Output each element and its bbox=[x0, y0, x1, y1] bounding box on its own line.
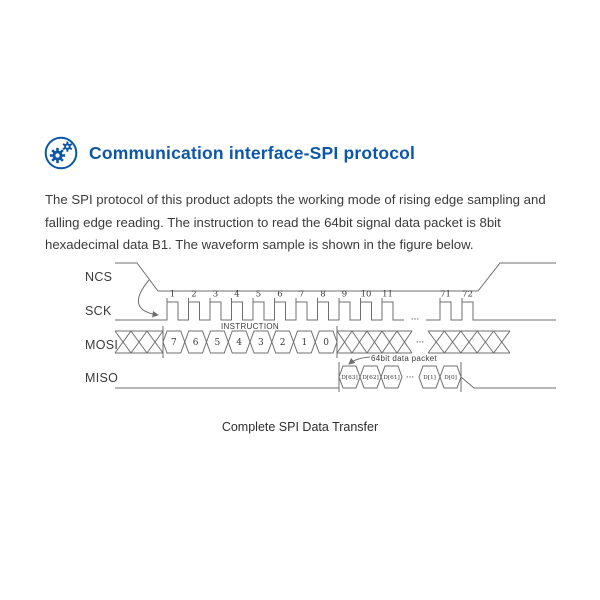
mosi-bit-label: 1 bbox=[302, 338, 308, 348]
ncs-waveform bbox=[115, 262, 556, 292]
miso-bit-label: D[63] bbox=[341, 375, 358, 381]
sck-pulse-number: 3 bbox=[213, 290, 218, 300]
mosi-dontcare bbox=[114, 330, 164, 354]
sck-pulse-number: 9 bbox=[342, 290, 347, 300]
sck-gap-ellipsis: ··· bbox=[411, 315, 420, 325]
signal-label-mosi: MOSI bbox=[85, 338, 118, 352]
sck-pulse-number: 4 bbox=[234, 290, 239, 300]
sck-pulse-number: 8 bbox=[320, 290, 325, 300]
section-header: Communication interface-SPI protocol bbox=[44, 136, 415, 170]
signal-label-ncs: NCS bbox=[85, 270, 112, 284]
spi-timing-figure: NCS SCK MOSI MISO ··· 1 2 3 4 5 6 7 8 9 10 11 71 72 7 6 5 4 3 2… bbox=[0, 250, 600, 434]
signal-label-miso: MISO bbox=[85, 371, 118, 385]
falling-edge-arrow bbox=[138, 279, 159, 318]
sck-pulse-number: 2 bbox=[191, 290, 196, 300]
packet-label: 64bit data packet bbox=[371, 354, 438, 363]
page-title: Communication interface-SPI protocol bbox=[89, 142, 416, 163]
sck-pulse-number: 72 bbox=[462, 290, 473, 300]
mosi-gap-ellipsis: ··· bbox=[416, 338, 425, 348]
signal-label-sck: SCK bbox=[85, 304, 112, 318]
sck-waveform-left bbox=[115, 301, 404, 321]
mosi-bit-label: 6 bbox=[193, 338, 199, 348]
mosi-bit-label: 4 bbox=[236, 338, 242, 348]
mosi-bit-label: 7 bbox=[171, 338, 177, 348]
miso-idle-line bbox=[460, 376, 556, 389]
mosi-bit-label: 5 bbox=[215, 338, 221, 348]
intro-paragraph: The SPI protocol of this product adopts … bbox=[45, 192, 546, 253]
sck-pulse-number: 7 bbox=[299, 290, 304, 300]
miso-bit-label: D[0] bbox=[444, 375, 457, 381]
miso-bit-cell bbox=[380, 365, 403, 389]
miso-bit-label: D[61] bbox=[383, 375, 400, 381]
mosi-dontcare bbox=[336, 330, 413, 354]
sck-pulse-number: 1 bbox=[170, 290, 175, 300]
sck-waveform-right bbox=[426, 301, 556, 321]
sck-pulse-number: 10 bbox=[361, 290, 372, 300]
instruction-label: INSTRUCTION bbox=[221, 322, 279, 331]
miso-bit-label: D[62] bbox=[362, 375, 379, 381]
mosi-bit-label: 0 bbox=[323, 338, 329, 348]
sck-pulse-number: 5 bbox=[256, 290, 261, 300]
mosi-bit-label: 3 bbox=[258, 338, 264, 348]
mosi-bit-label: 2 bbox=[280, 338, 286, 348]
sck-pulse-number: 11 bbox=[382, 290, 393, 300]
sck-pulse-number: 71 bbox=[440, 290, 451, 300]
packet-arrow bbox=[348, 356, 371, 365]
figure-caption: Complete SPI Data Transfer bbox=[221, 420, 379, 434]
gears-icon bbox=[44, 136, 78, 170]
sck-pulse-number: 6 bbox=[277, 290, 282, 300]
mosi-dontcare bbox=[427, 330, 511, 354]
miso-gap-ellipsis: ··· bbox=[406, 373, 415, 383]
miso-bit-label: D[1] bbox=[423, 375, 436, 381]
